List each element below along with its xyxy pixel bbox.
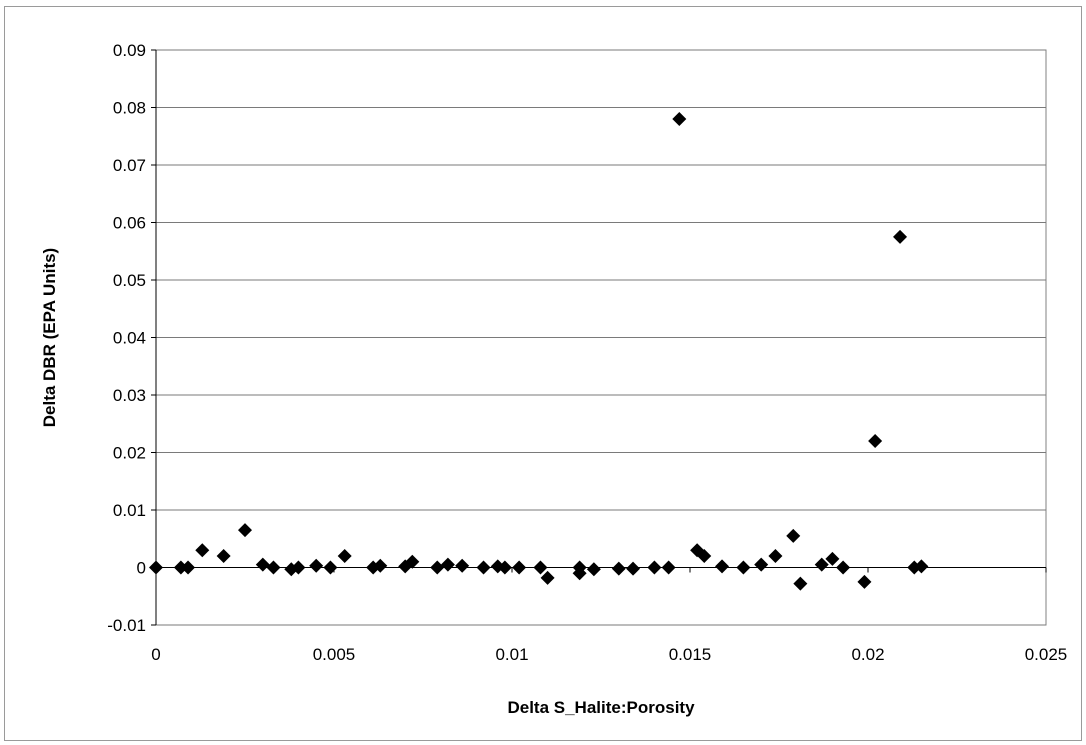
x-tick-labels: 0 0.005 0.01 0.015 0.02 0.025 <box>151 645 1067 664</box>
data-point <box>754 557 769 572</box>
data-point <box>238 523 252 538</box>
y-tick-label: 0.06 <box>113 214 146 233</box>
data-point <box>440 557 455 572</box>
x-tick-label: 0.02 <box>851 645 884 664</box>
x-axis-title: Delta S_Halite:Porosity <box>507 698 695 717</box>
y-tick-label: 0.07 <box>113 156 146 175</box>
data-point <box>181 560 196 575</box>
data-point <box>893 229 908 244</box>
y-tick-label: 0.09 <box>113 41 146 60</box>
gridlines <box>156 49 1046 626</box>
data-point <box>836 560 851 575</box>
y-tick-labels: 0.09 0.08 0.07 0.06 0.05 0.04 0.03 0.02 0.01 0 -0.… <box>107 41 146 635</box>
data-point <box>786 528 801 543</box>
data-point <box>825 551 840 566</box>
x-tick-label: 0 <box>151 645 160 664</box>
data-point <box>868 434 883 448</box>
data-point <box>857 574 872 589</box>
chart-frame <box>4 6 1082 741</box>
y-tick-label: 0.03 <box>113 386 146 405</box>
data-point <box>291 560 306 575</box>
y-tick-label: 0.04 <box>113 329 146 348</box>
data-point <box>572 566 587 581</box>
data-point <box>149 560 163 575</box>
data-point <box>586 562 601 577</box>
y-tick-label: 0.01 <box>113 501 146 520</box>
data-point <box>476 560 491 575</box>
data-point <box>647 560 662 575</box>
data-point <box>611 561 626 576</box>
data-point <box>626 561 641 576</box>
x-tick-label: 0.015 <box>669 645 712 664</box>
data-point <box>255 557 270 572</box>
data-point <box>266 560 281 575</box>
data-points <box>149 112 929 591</box>
data-point <box>337 549 352 563</box>
data-point <box>195 543 210 558</box>
data-point <box>173 560 188 575</box>
data-point <box>323 560 338 575</box>
y-tick-label: 0.05 <box>113 271 146 290</box>
data-point <box>914 559 929 574</box>
data-point <box>455 558 470 573</box>
data-point <box>814 557 829 572</box>
data-point <box>512 560 527 575</box>
x-tick-label: 0.01 <box>495 645 528 664</box>
data-point <box>533 560 548 575</box>
data-point <box>768 549 783 563</box>
data-point <box>216 549 231 563</box>
data-point <box>736 560 751 575</box>
data-point <box>672 112 687 126</box>
y-tick-label: 0 <box>137 559 146 578</box>
data-point <box>540 570 555 585</box>
x-tick-label: 0.005 <box>313 645 356 664</box>
data-point <box>661 560 676 575</box>
data-point <box>405 554 420 569</box>
y-tick-label: -0.01 <box>107 616 146 635</box>
data-point <box>793 576 808 591</box>
data-point <box>309 558 324 573</box>
data-point <box>373 558 388 573</box>
data-point <box>497 560 512 575</box>
data-point <box>715 559 730 574</box>
data-point <box>430 560 445 575</box>
y-axis-title: Delta DBR (EPA Units) <box>40 248 59 427</box>
x-tick-label: 0.025 <box>1025 645 1068 664</box>
y-tick-label: 0.08 <box>113 99 146 118</box>
y-tick-label: 0.02 <box>113 444 146 463</box>
data-point <box>697 549 712 563</box>
